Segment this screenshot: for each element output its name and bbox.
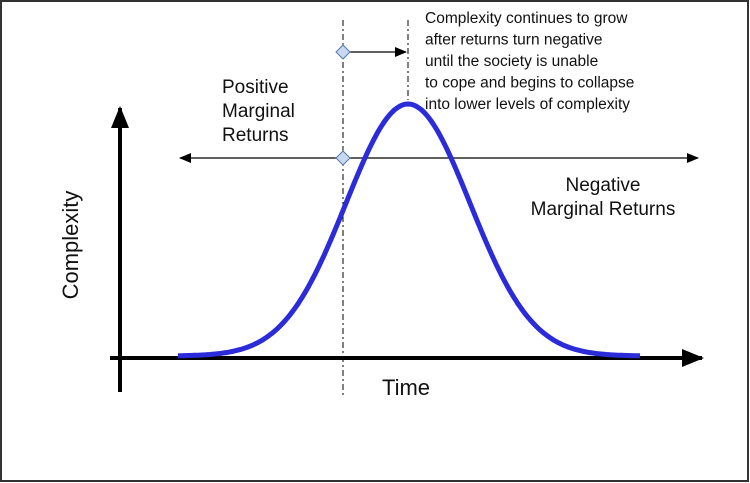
annotation-line: after returns turn negative [425, 32, 603, 49]
positive-label: Returns [222, 125, 289, 146]
annotation-line: to cope and begins to collapse [425, 75, 634, 92]
diamond [335, 150, 351, 166]
annotation-line: until the society is unable [425, 53, 598, 70]
x-axis-label: Time [382, 375, 430, 400]
diamond [335, 44, 351, 60]
positive-label: Positive [222, 77, 289, 98]
annotation-line: into lower levels of complexity [425, 96, 630, 113]
positive-label: Marginal [222, 101, 295, 122]
negative-label: Marginal Returns [531, 199, 676, 220]
annotation-line: Complexity continues to grow [425, 10, 628, 27]
bell-curve [178, 101, 641, 359]
y-axis-label: Complexity [58, 191, 83, 300]
negative-label: Negative [566, 175, 641, 196]
